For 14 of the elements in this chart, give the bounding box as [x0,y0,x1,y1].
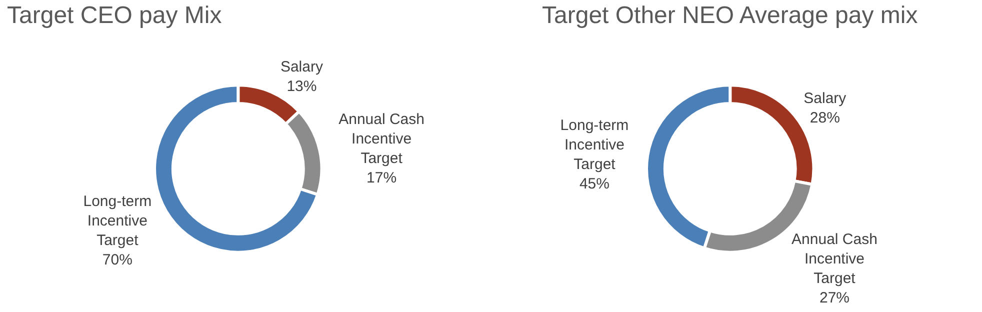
slice-label: Salary [804,90,847,107]
data-label: 13% [286,78,317,95]
chart-title: Target Other NEO Average pay mix [542,2,918,29]
slice-label: Salary [280,58,324,76]
slice-label: Long-term Incentive Target [83,193,152,250]
slice-label: Annual Cash Incentive Target [792,230,878,287]
chart-title: Target CEO pay Mix [7,2,222,29]
data-label: 27% [819,289,850,306]
data-label: 70% [102,252,132,269]
data-label: 17% [366,169,397,186]
slice-label: Annual Cash Incentive Target [338,110,425,167]
data-label: 45% [579,175,610,192]
data-label: 28% [810,109,840,126]
slice-label: Long-term Incentive Target [560,116,629,173]
